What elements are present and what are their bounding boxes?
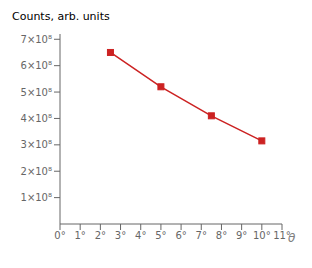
svg-text:2×10⁸: 2×10⁸ — [21, 166, 52, 177]
svg-text:10°: 10° — [253, 230, 271, 241]
svg-text:3×10⁸: 3×10⁸ — [21, 139, 52, 150]
svg-text:9°: 9° — [236, 230, 247, 241]
svg-text:2°: 2° — [95, 230, 106, 241]
svg-text:6°: 6° — [175, 230, 186, 241]
svg-text:5×10⁸: 5×10⁸ — [21, 87, 52, 98]
svg-text:0°: 0° — [54, 230, 65, 241]
svg-text:3°: 3° — [115, 230, 126, 241]
svg-text:8°: 8° — [216, 230, 227, 241]
svg-text:1×10⁸: 1×10⁸ — [21, 192, 52, 203]
svg-text:7×10⁸: 7×10⁸ — [21, 34, 52, 45]
svg-text:11°: 11° — [273, 230, 291, 242]
svg-text:θ: θ — [288, 231, 296, 245]
html-text:Counts, arb. units: Counts, arb. units — [12, 10, 110, 23]
svg-text:5°: 5° — [155, 230, 166, 241]
svg-text:4×10⁸: 4×10⁸ — [21, 113, 52, 124]
svg-text:7°: 7° — [196, 230, 207, 241]
svg-text:1°: 1° — [74, 230, 85, 241]
svg-text:6×10⁸: 6×10⁸ — [21, 60, 52, 71]
svg-text:4°: 4° — [135, 230, 146, 241]
